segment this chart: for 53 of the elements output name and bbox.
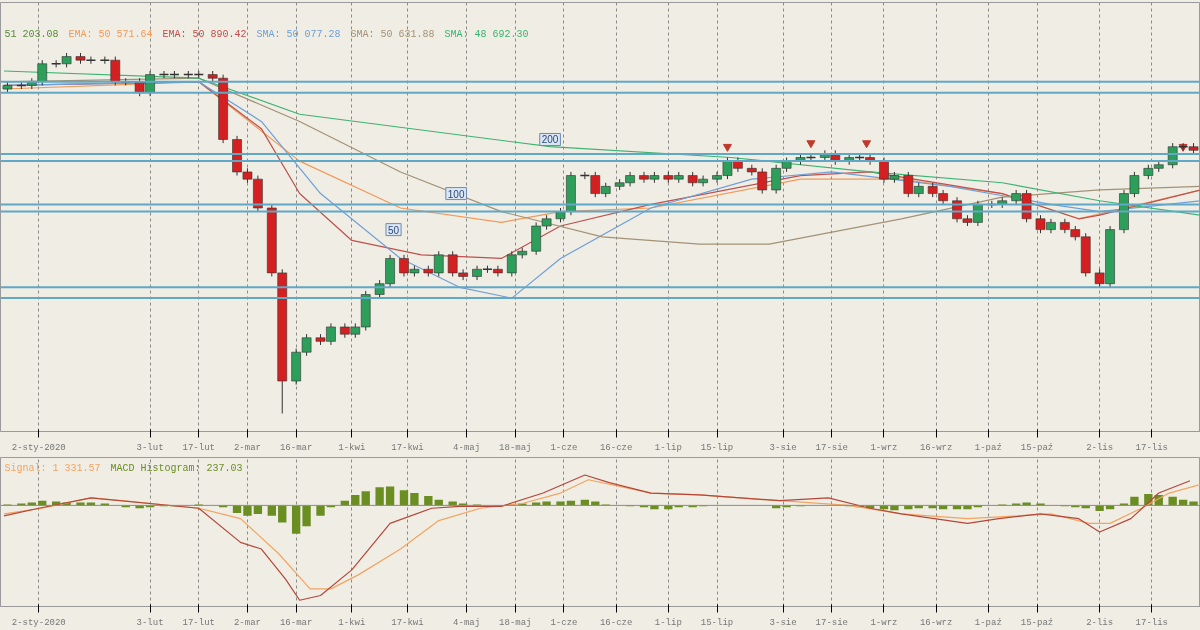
- x-tick-label: 4-maj: [453, 442, 481, 453]
- x-tick-label: 2-lis: [1086, 617, 1114, 628]
- annotation: 100: [447, 188, 465, 200]
- x-tick-label: 3-lut: [136, 442, 164, 453]
- x-tick-label: 1-cze: [550, 442, 578, 453]
- x-tick-label: 15-paź: [1020, 617, 1054, 628]
- text: MACD Histogram: 237.03: [110, 463, 243, 475]
- x-tick-label: 4-maj: [453, 617, 481, 628]
- text: EMA: 50 890.42: [162, 29, 247, 41]
- x-tick-label: 1-cze: [550, 617, 578, 628]
- x-tick-label: 16-mar: [279, 442, 313, 453]
- x-tick-label: 17-kwi: [391, 617, 424, 628]
- x-tick-label: 3-sie: [769, 617, 797, 628]
- annotation: 200: [541, 134, 559, 146]
- x-tick-label: 1-kwi: [338, 617, 366, 628]
- x-tick-label: 2-mar: [233, 617, 261, 628]
- x-tick-label: 1-kwi: [338, 442, 366, 453]
- x-tick-label: 1-wrz: [870, 442, 898, 453]
- x-tick-label: 2-lis: [1086, 442, 1114, 453]
- x-tick-label: 17-lut: [182, 617, 215, 628]
- x-tick-label: 18-maj: [499, 617, 532, 628]
- text: SMA: 50 077.28: [256, 29, 341, 41]
- text: Signal: 1 331.57: [4, 463, 101, 475]
- x-tick-label: 2-sty-2020: [11, 442, 66, 453]
- x-tick-label: 3-lut: [136, 617, 164, 628]
- x-tick-label: 16-cze: [599, 442, 633, 453]
- x-tick-label: 17-sie: [815, 442, 849, 453]
- x-tick-label: 2-sty-2020: [11, 617, 66, 628]
- x-tick-label: 17-kwi: [391, 442, 424, 453]
- x-tick-label: 3-sie: [769, 442, 797, 453]
- x-tick-label: 2-mar: [233, 442, 261, 453]
- x-tick-label: 15-lip: [700, 442, 734, 453]
- x-tick-label: 16-mar: [279, 617, 313, 628]
- text: 51 203.08: [4, 29, 59, 41]
- annotation: 50: [387, 224, 400, 236]
- x-tick-label: 1-lip: [654, 617, 682, 628]
- text: SMA: 50 631.88: [350, 29, 435, 41]
- x-tick-label: 17-lis: [1135, 442, 1169, 453]
- x-tick-label: 16-wrz: [919, 442, 953, 453]
- text: SMA: 48 692.30: [444, 29, 529, 41]
- x-tick-label: 16-cze: [599, 617, 633, 628]
- x-tick-label: 15-paź: [1020, 442, 1054, 453]
- x-tick-label: 1-lip: [654, 442, 682, 453]
- x-tick-label: 18-maj: [499, 442, 532, 453]
- x-tick-label: 1-paź: [974, 617, 1002, 628]
- x-tick-label: 16-wrz: [919, 617, 953, 628]
- x-tick-label: 1-paź: [974, 442, 1002, 453]
- x-tick-label: 17-lis: [1135, 617, 1169, 628]
- x-tick-label: 17-lut: [182, 442, 215, 453]
- x-tick-label: 15-lip: [700, 617, 734, 628]
- x-tick-label: 17-sie: [815, 617, 849, 628]
- text: EMA: 50 571.64: [68, 29, 153, 41]
- x-tick-label: 1-wrz: [870, 617, 898, 628]
